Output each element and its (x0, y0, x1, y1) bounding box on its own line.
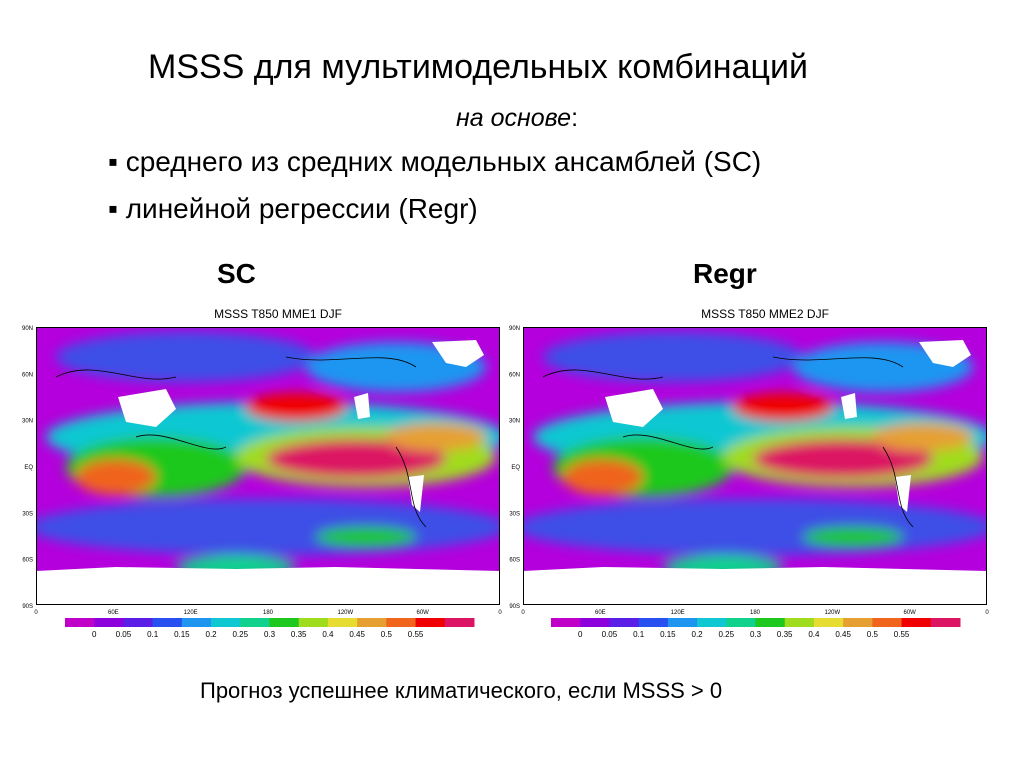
panel-label: Regr (693, 258, 757, 289)
subtitle-text: на основе (456, 104, 572, 132)
colorbar-swatch (181, 618, 212, 627)
colorbar-label: 0.4 (808, 630, 820, 639)
colorbar-swatch (211, 618, 241, 627)
colorbar-label: 0.25 (232, 630, 248, 639)
lon-label: 120W (824, 610, 840, 616)
bullet: ▪ линейной регрессии (Regr) (108, 193, 478, 224)
map (515, 327, 995, 605)
lon-label: 120E (671, 610, 685, 616)
colorbar-label: 0.5 (381, 630, 393, 639)
colorbar-label: 0.1 (633, 630, 645, 639)
lon-label: 120E (184, 610, 198, 616)
colorbar-label: 0.3 (750, 630, 762, 639)
lat-label: 60N (509, 372, 520, 378)
lat-label: 60S (22, 558, 33, 564)
colorbar-label: 0.55 (408, 630, 424, 639)
lat-label: 60N (22, 372, 33, 378)
lat-label: EQ (511, 465, 520, 471)
subtitle-colon: : (571, 104, 579, 132)
colorbar-label: 0.15 (660, 630, 676, 639)
colorbar-swatch (444, 618, 475, 627)
colorbar-swatch (240, 618, 270, 627)
bullet-text: среднего из средних модельных ансамблей … (125, 146, 762, 177)
colorbar-label: 0 (578, 630, 583, 639)
colorbar-swatch (901, 618, 932, 627)
lon-label: 60E (108, 610, 119, 616)
colorbar-label: 0.05 (602, 630, 618, 639)
colorbar-swatch (152, 618, 183, 627)
lat-label: 90S (509, 604, 520, 610)
colorbar-swatch (123, 618, 154, 627)
subtitle: на основе: (456, 104, 578, 133)
colorbar-swatch (580, 618, 610, 627)
map-title: MSSS T850 MME2 DJF (701, 307, 829, 321)
lat-label: 90N (22, 326, 33, 332)
lon-label: 60W (903, 610, 916, 616)
colorbar-swatch (94, 618, 124, 627)
colorbar-label: 0.2 (692, 630, 704, 639)
colorbar-swatch (872, 618, 903, 627)
colorbar-label: 0.2 (206, 630, 218, 639)
colorbar-swatch (415, 618, 446, 627)
lat-label: 30S (22, 511, 33, 517)
colorbar-swatch (784, 618, 815, 627)
lon-label: 60W (416, 610, 429, 616)
colorbar-swatch (357, 618, 387, 627)
colorbar-label: 0.35 (777, 630, 793, 639)
lon-label: 120W (337, 610, 353, 616)
colorbar-label: 0.4 (322, 630, 334, 639)
lon-label: 60E (595, 610, 606, 616)
bullet-text: линейной регрессии (Regr) (125, 193, 478, 224)
colorbar-label: 0.15 (174, 630, 190, 639)
colorbar-swatch (726, 618, 756, 627)
colorbar-label: 0.35 (291, 630, 307, 639)
colorbar-label: 0.45 (349, 630, 365, 639)
colorbar-swatch (298, 618, 329, 627)
lon-label: 180 (750, 610, 761, 616)
lat-label: 30N (509, 419, 520, 425)
colorbar-swatch (755, 618, 786, 627)
lon-label: 0 (34, 610, 38, 616)
colorbar-swatch (843, 618, 873, 627)
bullet: ▪ среднего из средних модельных ансамбле… (108, 146, 762, 177)
colorbar-swatch (269, 618, 300, 627)
map (28, 327, 508, 605)
colorbar-label: 0.1 (147, 630, 159, 639)
colorbar-label: 0.55 (894, 630, 910, 639)
lat-label: 30S (509, 511, 520, 517)
colorbar-swatch (697, 618, 727, 627)
lat-label: 30N (22, 419, 33, 425)
colorbar-swatch (930, 618, 961, 627)
colorbar-swatch (813, 618, 844, 627)
colorbar-label: 0.25 (718, 630, 734, 639)
colorbar-swatch (386, 618, 417, 627)
colorbar-swatch (327, 618, 358, 627)
colorbar-label: 0.3 (264, 630, 276, 639)
lon-label: 0 (498, 610, 502, 616)
colorbar-swatch (551, 618, 581, 627)
title: MSSS для мультимодельных комбинаций (148, 48, 808, 86)
colorbar-swatch (609, 618, 640, 627)
lon-label: 0 (985, 610, 989, 616)
lon-label: 0 (521, 610, 525, 616)
map-title: MSSS T850 MME1 DJF (214, 307, 342, 321)
lat-label: 60S (509, 558, 520, 564)
lat-label: EQ (24, 465, 33, 471)
colorbar-label: 0.45 (835, 630, 851, 639)
footer: Прогноз успешнее климатического, если MS… (200, 678, 723, 703)
lat-label: 90N (509, 326, 520, 332)
colorbar-swatch (65, 618, 95, 627)
lat-label: 90S (22, 604, 33, 610)
panel-label: SC (217, 258, 256, 289)
lon-label: 180 (263, 610, 274, 616)
colorbar-swatch (638, 618, 669, 627)
colorbar-swatch (667, 618, 698, 627)
colorbar-label: 0 (92, 630, 97, 639)
colorbar-label: 0.05 (116, 630, 132, 639)
colorbar-label: 0.5 (867, 630, 879, 639)
